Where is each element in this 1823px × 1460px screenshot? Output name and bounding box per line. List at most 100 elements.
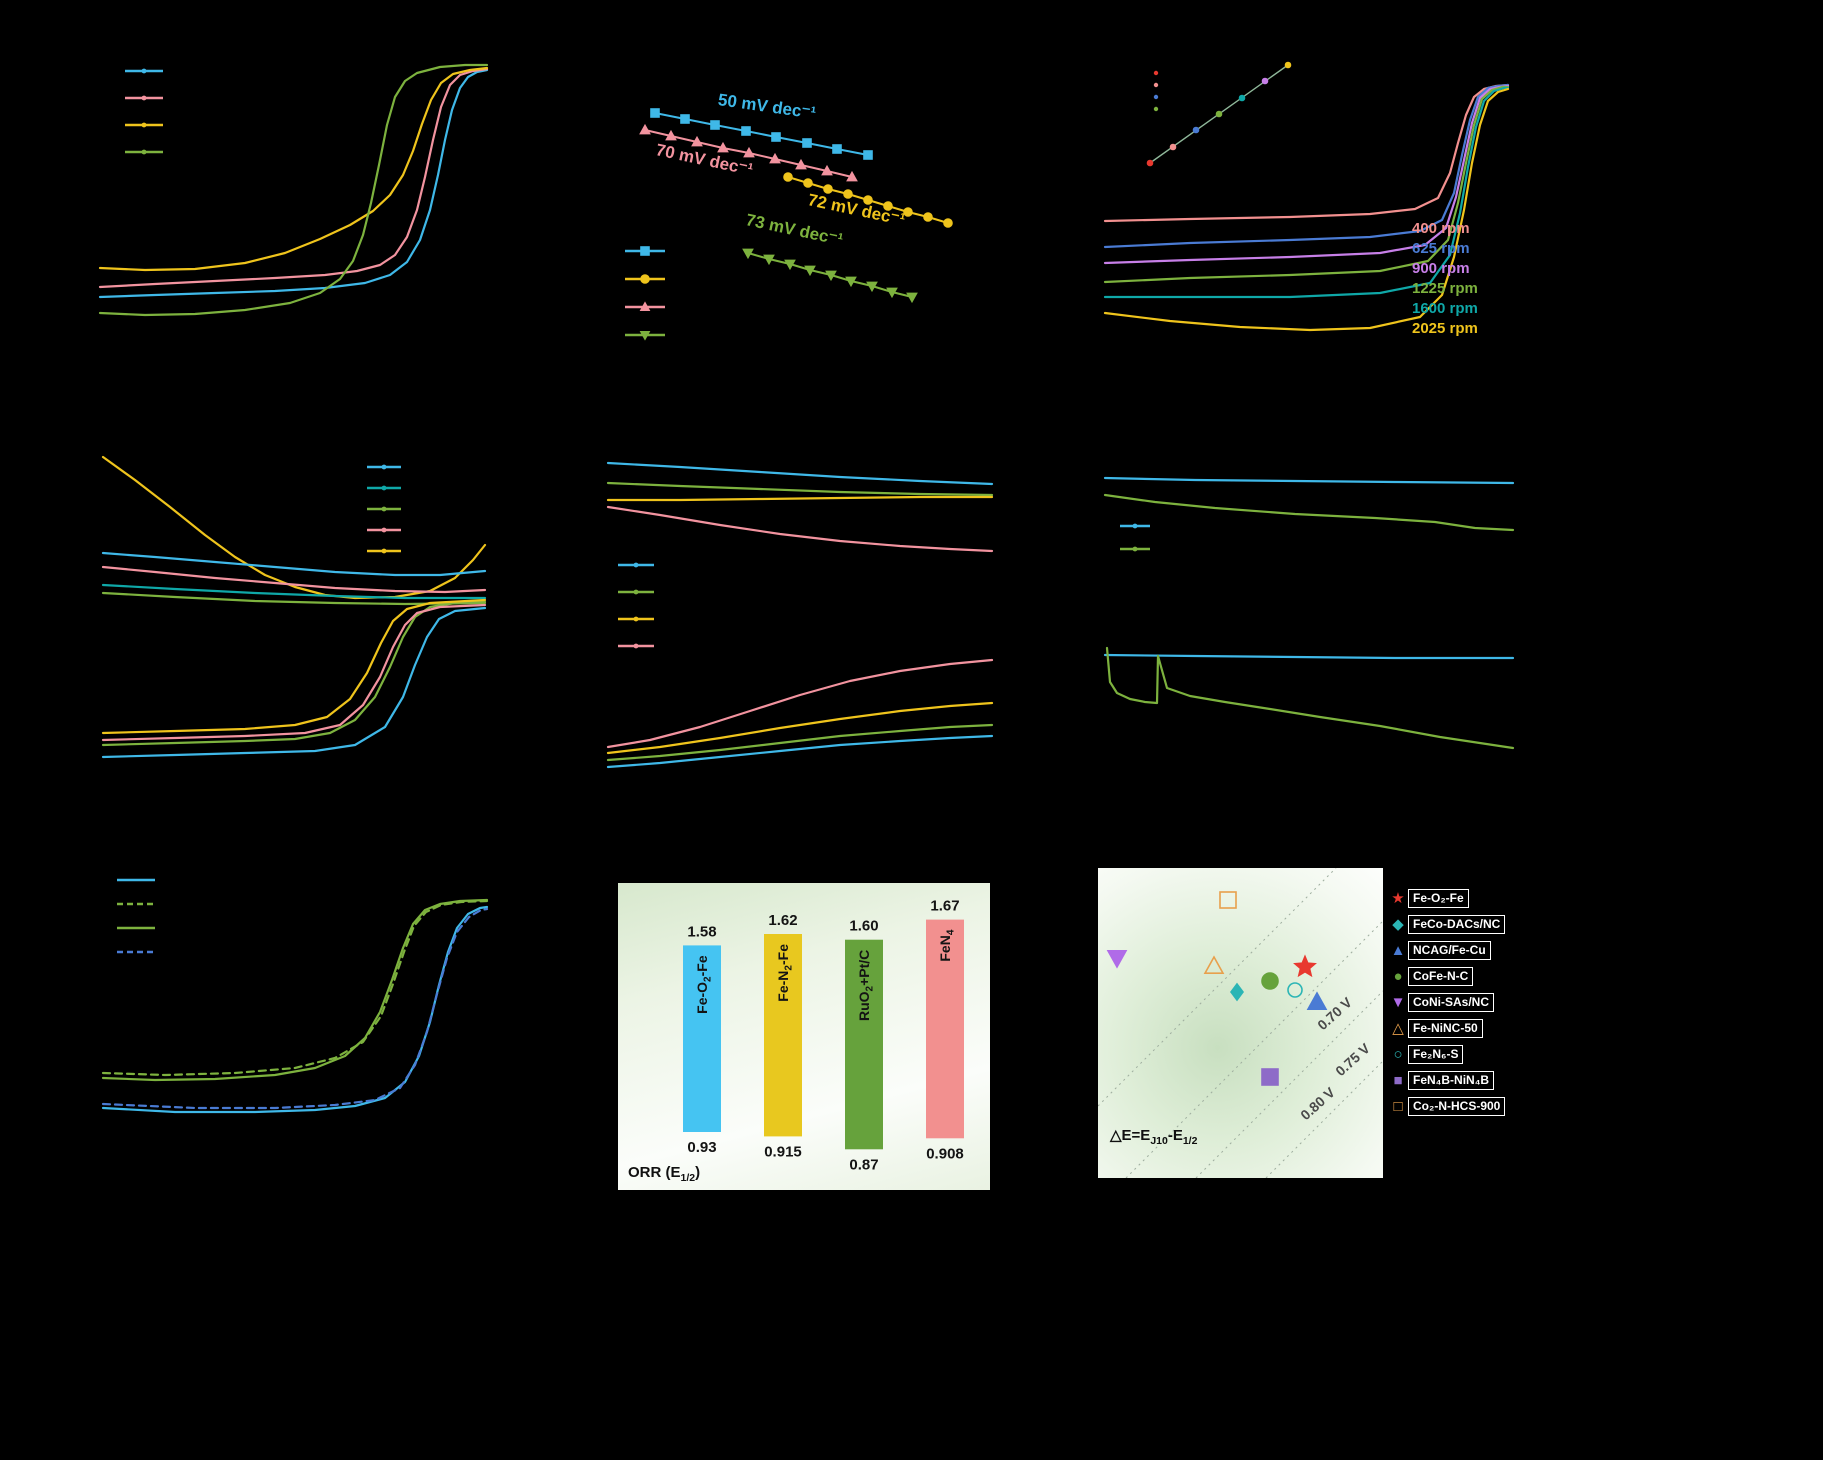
- series-rde-400rpm: [1103, 83, 1510, 223]
- panel-c-canvas: [1103, 61, 1510, 332]
- series-lsv-green-initial: [101, 898, 489, 1082]
- panel-g-canvas: [101, 878, 489, 1114]
- legend-item-fe-o2-fe: ★ Fe-O₂-Fe: [1388, 888, 1563, 909]
- series-band-cyan: [101, 551, 487, 577]
- bar-bottom-value: 0.87: [849, 1156, 878, 1173]
- panel-f-it-chart: [1095, 450, 1520, 785]
- Fe-O2-Fe-marker: [1293, 954, 1317, 978]
- kl-points-marker: [1238, 94, 1246, 102]
- panel-e-curves-chart: [600, 445, 1000, 775]
- legend-marker: [633, 562, 639, 568]
- panel-i-scatter-chart: 0.70 V 0.75 V 0.80 V △E=EJ10-E1/2: [1098, 868, 1383, 1178]
- kl-legend-dots-marker: [1153, 70, 1159, 76]
- series-it-top-cyan: [1103, 476, 1515, 485]
- panel-h-canvas: 1.58 0.93 Fe-O2-Fe 1.62 0.915 Fe-N2-Fe 1.60 0.8…: [683, 898, 964, 1173]
- legend-marker: [633, 643, 639, 649]
- series-orr-cyan: [101, 606, 487, 759]
- iso-line-1: [1125, 920, 1383, 1178]
- tafel-70-marker: [691, 135, 703, 147]
- series-lsv-cyan-initial: [101, 905, 489, 1114]
- series-rde-625rpm: [1103, 83, 1510, 249]
- tafel-70-marker: [821, 164, 833, 176]
- series-bottom-pink: [606, 658, 994, 749]
- kl-points-marker: [1146, 159, 1154, 167]
- kl-points-marker: [1169, 143, 1177, 151]
- tafel-73-marker: [845, 276, 857, 288]
- series-top-green: [606, 481, 994, 497]
- tafel-70-marker: [795, 158, 807, 170]
- series-orr-yellow: [101, 598, 487, 735]
- NCAG-Fe-Cu-marker: [1306, 991, 1328, 1010]
- series-lsv-cyan: [98, 68, 489, 299]
- bar-3: [926, 919, 964, 1139]
- legend-marker: [381, 506, 387, 512]
- legend-label: Fe₂N₆-S: [1408, 1045, 1464, 1064]
- panel-i-legend: ★ Fe-O₂-Fe ◆ FeCo-DACs/NC ▲ NCAG/Fe-Cu ●…: [1388, 888, 1563, 1148]
- tafel-70-marker: [846, 170, 858, 182]
- tafel-73-marker: [763, 254, 775, 266]
- legend-marker: [633, 589, 639, 595]
- iso-line-0: [1098, 868, 1337, 1107]
- tafel-70-marker: [743, 146, 755, 158]
- iso-line-3: [1265, 1060, 1383, 1178]
- series-it-top-green: [1103, 493, 1515, 532]
- series-lsv-green-after: [101, 899, 489, 1077]
- circle-icon: ●: [1393, 968, 1403, 985]
- legend-label: NCAG/Fe-Cu: [1408, 941, 1491, 960]
- rpm-label-900: 900 rpm: [1412, 260, 1470, 277]
- tafel-50-marker: [832, 144, 842, 154]
- tafel-73-marker: [742, 248, 754, 260]
- bar-1: [764, 934, 802, 1137]
- legend-label: Fe-O₂-Fe: [1408, 889, 1469, 908]
- kl-points-marker: [1215, 110, 1223, 118]
- tafel-50-marker: [771, 132, 781, 142]
- legend-item-cofe-n-c: ● CoFe-N-C: [1388, 966, 1563, 987]
- panel-d-bifunctional-chart: [95, 445, 495, 775]
- series-bottom-green: [606, 723, 994, 762]
- tafel-72-marker: [903, 207, 913, 217]
- panel-d-canvas: [101, 455, 487, 759]
- legend-marker: [1132, 546, 1138, 552]
- legend-marker: [141, 122, 147, 128]
- delta-e-annotation: △E=EJ10-E1/2: [1110, 1127, 1198, 1147]
- rpm-label-1225: 1225 rpm: [1412, 280, 1478, 297]
- circle-open-icon: ○: [1393, 1046, 1403, 1063]
- rpm-label-1600: 1600 rpm: [1412, 300, 1478, 317]
- legend-item-ncag-fe-cu: ▲ NCAG/Fe-Cu: [1388, 940, 1563, 961]
- legend-marker: [141, 149, 147, 155]
- series-oer-yellow: [101, 455, 487, 600]
- panel-b-canvas: [625, 108, 953, 341]
- series-tafel-50: [654, 112, 869, 156]
- bar-name-label: Fe-O2-Fe: [694, 955, 714, 1014]
- series-band-green: [101, 591, 487, 606]
- bar-2: [845, 939, 883, 1150]
- diamond-icon: ◆: [1392, 916, 1404, 933]
- series-bottom-yellow: [606, 701, 994, 755]
- legend-label: CoFe-N-C: [1408, 967, 1474, 986]
- legend-marker: [141, 95, 147, 101]
- tafel-50-marker: [741, 126, 751, 136]
- series-bottom-cyan: [606, 734, 994, 769]
- bar-bottom-value: 0.908: [926, 1145, 964, 1162]
- legend-item-coni-sas-nc: ▼ CoNi-SAs/NC: [1388, 992, 1563, 1013]
- tafel-72-marker: [943, 218, 953, 228]
- triangle-open-icon: △: [1392, 1020, 1404, 1037]
- bar-bottom-value: 0.93: [687, 1139, 716, 1156]
- bar-0: [683, 945, 721, 1132]
- Fe-NiNC-50-marker: [1203, 955, 1225, 974]
- panel-a-canvas: [98, 63, 489, 317]
- kl-points-marker: [1192, 126, 1200, 134]
- legend-marker: [640, 274, 650, 284]
- series-top-pink: [606, 505, 994, 553]
- legend-label: Co₂-N-HCS-900: [1408, 1097, 1506, 1116]
- series-rde-900rpm: [1103, 84, 1510, 265]
- series-lsv-blue-after: [101, 907, 489, 1110]
- series-lsv-pink: [98, 67, 489, 289]
- legend-item-feco-dacs-nc: ◆ FeCo-DACs/NC: [1388, 914, 1563, 935]
- bar-name-label: Fe-N2-Fe: [775, 944, 795, 1002]
- panel-f-canvas: [1103, 476, 1515, 750]
- series-orr-pink: [101, 603, 487, 742]
- CoNi-SAs-NC-marker: [1106, 950, 1128, 969]
- panel-h-bar-chart: 1.58 0.93 Fe-O2-Fe 1.62 0.915 Fe-N2-Fe 1.60 0.8…: [618, 883, 990, 1190]
